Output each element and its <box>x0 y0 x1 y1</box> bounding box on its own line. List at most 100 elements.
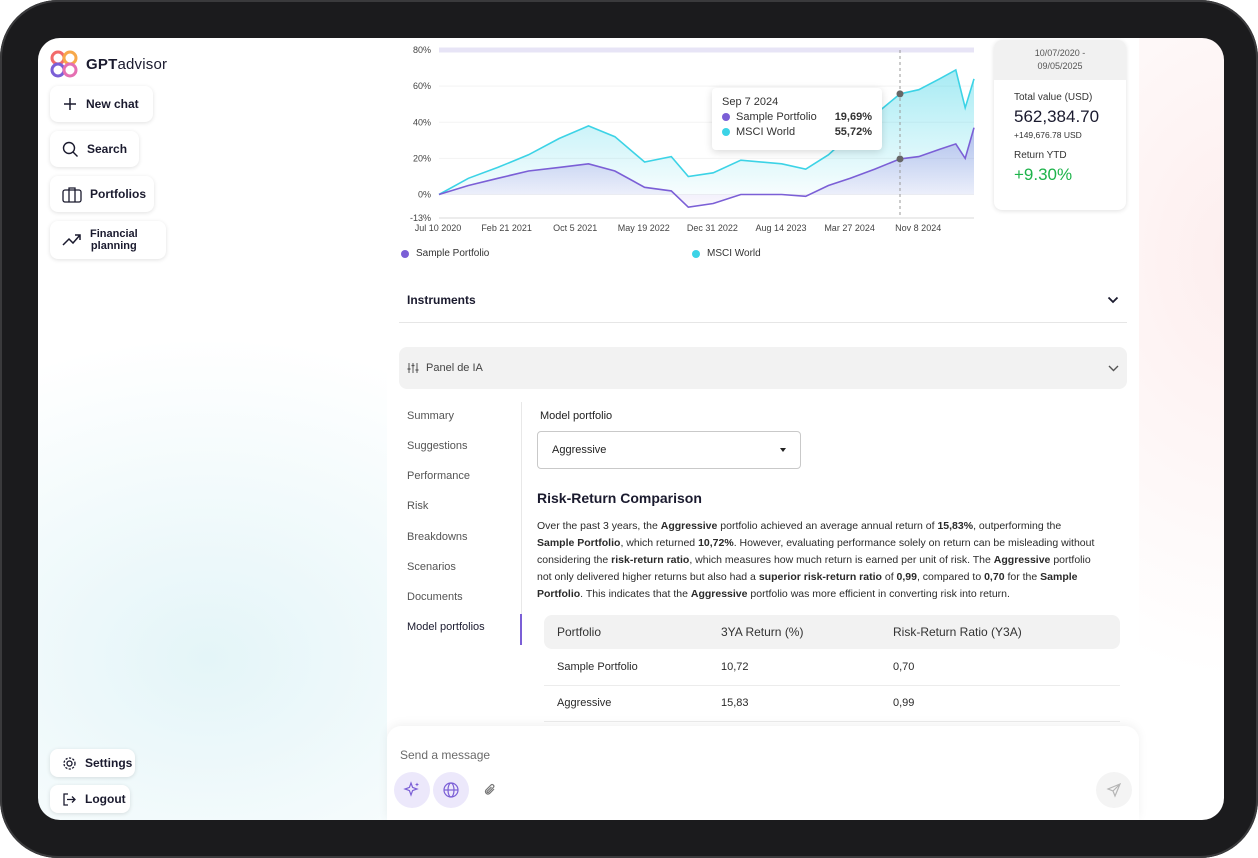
legend-item-sample-portfolio[interactable]: Sample Portfolio <box>401 248 489 259</box>
column-header: Portfolio <box>544 615 708 649</box>
message-input[interactable]: Send a message <box>400 748 491 762</box>
settings-button[interactable]: Settings <box>50 749 135 777</box>
web-search-button[interactable] <box>433 772 469 808</box>
nav-item-risk[interactable]: Risk <box>407 500 429 512</box>
financial-planning-label: Financial planning <box>90 228 138 252</box>
comparison-table: Portfolio 3YA Return (%) Risk-Return Rat… <box>544 615 1120 722</box>
total-change: +149,676.78 USD <box>1014 130 1082 140</box>
tooltip-row: MSCI World 55,72% <box>722 126 872 138</box>
nav-item-summary[interactable]: Summary <box>407 410 455 422</box>
logout-label: Logout <box>85 792 126 806</box>
date-range-start: 10/07/2020 - <box>1034 48 1086 58</box>
nav-item-performance[interactable]: Performance <box>407 470 470 482</box>
logout-icon <box>63 792 76 806</box>
nav-item-breakdowns[interactable]: Breakdowns <box>407 531 468 543</box>
y-tick-label: 40% <box>413 117 431 127</box>
main-content: 80% 60% 40% 20% 0% -13% Jul 10 2020 Feb 21 2021… <box>387 38 1139 820</box>
ai-sparkle-button[interactable] <box>394 772 430 808</box>
series-area <box>439 127 974 208</box>
tooltip-row: Sample Portfolio 19,69% <box>722 111 872 123</box>
app-logo[interactable]: GPTadvisor <box>50 50 167 78</box>
table-cell: 15,83 <box>708 685 880 722</box>
report-paragraph: Over the past 3 years, the Aggressive po… <box>537 520 1095 600</box>
legend-item-msci-world[interactable]: MSCI World <box>692 248 761 259</box>
attach-button[interactable] <box>472 772 508 808</box>
nav-divider <box>521 402 522 645</box>
nav-item-documents[interactable]: Documents <box>407 591 463 603</box>
sliders-icon <box>407 363 419 373</box>
table-row: Aggressive 15,83 0,99 <box>544 685 1120 722</box>
x-tick-label: Feb 21 2021 <box>481 223 532 233</box>
tooltip-swatch <box>722 113 730 121</box>
portfolios-label: Portfolios <box>90 187 146 201</box>
search-label: Search <box>87 142 128 156</box>
nav-item-model-portfolios[interactable]: Model portfolios <box>407 621 485 633</box>
portfolio-stats-card: 10/07/2020 - 09/05/2025 Total value (USD… <box>994 40 1126 210</box>
total-value-label: Total value (USD) <box>1014 92 1093 103</box>
nav-active-indicator <box>520 614 522 645</box>
x-tick-label: Mar 27 2024 <box>824 223 875 233</box>
logout-button[interactable]: Logout <box>50 785 130 813</box>
table-header-row: Portfolio 3YA Return (%) Risk-Return Rat… <box>544 615 1120 649</box>
series-area <box>439 69 974 195</box>
search-button[interactable]: Search <box>50 131 139 167</box>
nav-item-scenarios[interactable]: Scenarios <box>407 561 456 573</box>
legend-swatch <box>692 249 700 258</box>
column-header: 3YA Return (%) <box>708 615 880 649</box>
series-line <box>438 68 975 196</box>
plus-icon <box>64 98 76 110</box>
y-tick-label: 20% <box>413 153 431 163</box>
table-cell: 10,72 <box>708 649 880 686</box>
chart-tooltip: Sep 7 2024 Sample Portfolio 19,69% MSCI … <box>712 88 882 150</box>
legend-label: MSCI World <box>707 248 761 259</box>
return-ytd-value: +9.30% <box>1014 165 1073 184</box>
send-icon <box>1106 782 1122 798</box>
stats-body: Total value (USD) 562,384.70 +149,676.78… <box>994 80 1126 185</box>
tooltip-series-name: MSCI World <box>736 126 796 138</box>
instruments-accordion[interactable]: Instruments <box>399 278 1127 323</box>
performance-chart[interactable]: 80% 60% 40% 20% 0% -13%Jul 10 2020 Feb 21 2021… <box>387 38 987 268</box>
table-cell: Sample Portfolio <box>544 649 708 686</box>
column-header: Risk-Return Ratio (Y3A) <box>880 615 1120 649</box>
logo-text: GPTadvisor <box>86 55 168 73</box>
nav-item-suggestions[interactable]: Suggestions <box>407 440 468 452</box>
sparkle-icon <box>403 781 419 797</box>
caret-down-icon <box>780 448 786 452</box>
crosshair-point <box>896 90 904 98</box>
ai-panel-label: Panel de IA <box>426 362 483 374</box>
message-composer[interactable]: Send a message <box>387 726 1139 820</box>
y-tick-label: -13% <box>410 213 431 223</box>
send-button[interactable] <box>1096 772 1132 808</box>
trend-up-icon <box>62 234 81 246</box>
table-cell: Aggressive <box>544 685 708 722</box>
chevron-down-icon <box>1108 365 1119 371</box>
gear-icon <box>63 756 76 770</box>
model-portfolio-select[interactable]: Aggressive <box>537 431 801 469</box>
x-tick-label: May 19 2022 <box>618 223 670 233</box>
briefcase-icon <box>62 186 82 203</box>
tooltip-series-value: 19,69% <box>834 111 872 123</box>
search-icon <box>62 141 78 157</box>
series-line <box>438 127 975 209</box>
new-chat-button[interactable]: New chat <box>50 86 153 122</box>
paperclip-icon <box>484 783 495 795</box>
date-range: 10/07/2020 - 09/05/2025 <box>994 40 1126 80</box>
y-tick-label: 60% <box>413 81 431 91</box>
y-tick-label: 80% <box>413 45 431 55</box>
globe-icon <box>443 782 459 798</box>
x-tick-label: Dec 31 2022 <box>687 223 738 233</box>
chevron-down-icon <box>1107 296 1119 304</box>
table-row: Sample Portfolio 10,72 0,70 <box>544 649 1120 686</box>
ai-panel-header[interactable]: Panel de IA <box>399 347 1127 389</box>
portfolios-button[interactable]: Portfolios <box>50 176 154 212</box>
financial-planning-button[interactable]: Financial planning <box>50 221 166 259</box>
x-tick-label: Aug 14 2023 <box>755 223 806 233</box>
return-ytd-label: Return YTD <box>1014 150 1067 161</box>
legend-label: Sample Portfolio <box>416 248 490 259</box>
report-title: Risk-Return Comparison <box>537 490 702 506</box>
model-portfolio-label: Model portfolio <box>540 410 613 422</box>
legend-swatch <box>401 249 409 258</box>
x-tick-label: Nov 8 2024 <box>895 223 941 233</box>
tooltip-series-name: Sample Portfolio <box>736 111 817 123</box>
table-cell: 0,99 <box>880 685 1120 722</box>
